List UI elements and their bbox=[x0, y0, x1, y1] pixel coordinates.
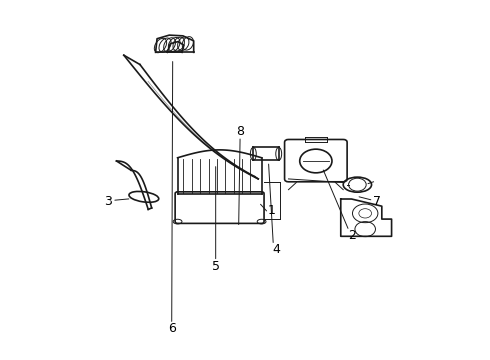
Text: 7: 7 bbox=[373, 195, 381, 208]
Text: 1: 1 bbox=[268, 204, 276, 217]
Text: 5: 5 bbox=[212, 260, 220, 273]
Text: 2: 2 bbox=[348, 229, 356, 242]
Text: 6: 6 bbox=[168, 322, 175, 335]
Text: 3: 3 bbox=[104, 195, 112, 208]
Text: 4: 4 bbox=[273, 243, 281, 256]
Text: 8: 8 bbox=[236, 125, 244, 138]
